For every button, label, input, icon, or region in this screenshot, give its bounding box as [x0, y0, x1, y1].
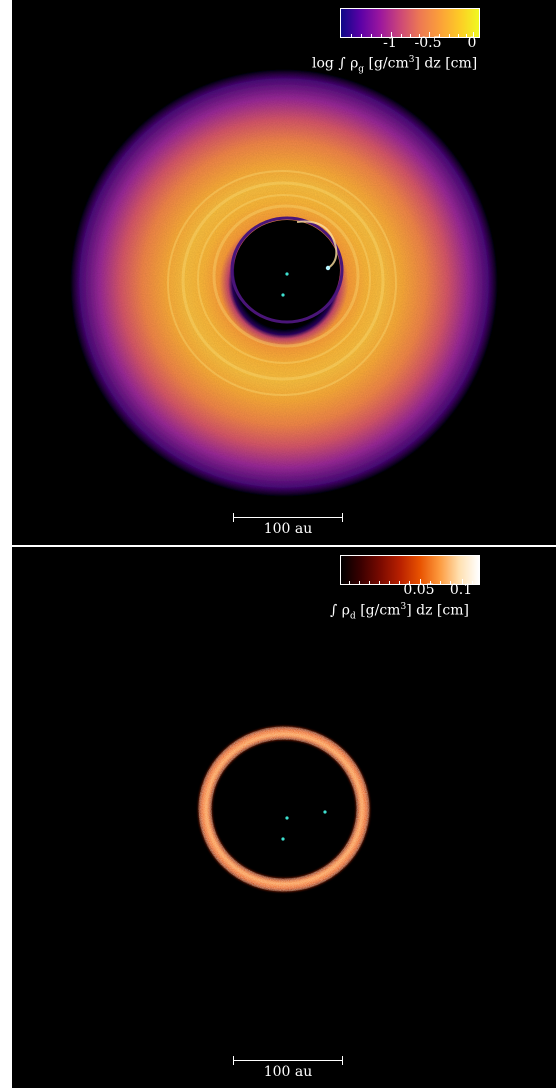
- colorbar-minor-tick: [472, 581, 473, 584]
- colorbar-minor-tick: [369, 581, 370, 584]
- scale-bar-label: 100 au: [263, 1064, 313, 1080]
- binary-star-marker: [281, 293, 285, 297]
- colorbar-minor-tick: [359, 581, 360, 584]
- colorbar-minor-tick: [449, 34, 450, 37]
- binary-star-marker: [285, 816, 289, 820]
- colorbar-minor-tick: [361, 34, 362, 37]
- planet-streamer: [296, 220, 338, 269]
- colorbar-minor-tick: [371, 34, 372, 37]
- binary-star-marker: [281, 837, 285, 841]
- colorbar-tick-label: -1: [383, 35, 397, 51]
- colorbar-title: log ∫ ρg [g/cm3] dz [cm]: [312, 55, 478, 75]
- colorbar-tick-label: 0.05: [403, 582, 435, 598]
- gas-colorbar: [340, 8, 480, 38]
- planet-marker: [325, 265, 331, 271]
- dust-colorbar: [340, 555, 480, 585]
- colorbar-tick-label: 0.1: [449, 582, 473, 598]
- colorbar-minor-tick: [381, 34, 382, 37]
- colorbar-minor-tick: [389, 581, 390, 584]
- dust-ring-image: [198, 726, 370, 892]
- colorbar-title: ∫ ρd [g/cm3] dz [cm]: [330, 602, 469, 622]
- binary-star-marker: [285, 272, 289, 276]
- colorbar-minor-tick: [379, 581, 380, 584]
- scale-bar: [233, 513, 343, 522]
- planet-marker: [323, 810, 327, 814]
- colorbar-ticks: [341, 31, 479, 37]
- dust-density-panel: 0.05 0.1 ∫ ρd [g/cm3] dz [cm] 100 au: [12, 547, 556, 1088]
- colorbar-minor-tick: [351, 34, 352, 37]
- panel-divider: [12, 545, 556, 547]
- scale-bar: [233, 1056, 343, 1065]
- gas-rings: [167, 170, 397, 396]
- dust-ring: [198, 726, 370, 892]
- colorbar-minor-tick: [458, 34, 459, 37]
- gas-disk-image: [69, 68, 499, 498]
- colorbar-minor-tick: [440, 581, 441, 584]
- scale-bar-label: 100 au: [263, 521, 313, 537]
- colorbar-minor-tick: [410, 34, 411, 37]
- inner-cavity: [234, 220, 340, 320]
- colorbar-minor-tick: [401, 34, 402, 37]
- colorbar-minor-tick: [349, 581, 350, 584]
- gas-density-panel: -1 -0.5 0 log ∫ ρg [g/cm3] dz [cm] 100 a…: [12, 0, 556, 545]
- colorbar-minor-tick: [399, 581, 400, 584]
- colorbar-tick-label: 0: [467, 35, 477, 51]
- colorbar-tick-label: -0.5: [414, 35, 442, 51]
